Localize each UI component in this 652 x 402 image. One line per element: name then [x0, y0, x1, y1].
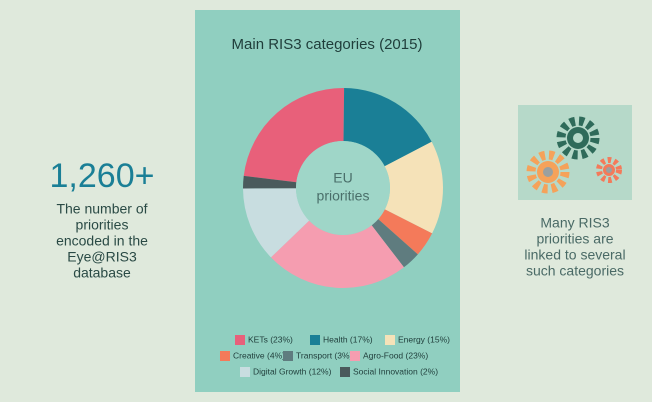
donut-segment: [371, 219, 418, 268]
donut-segment: [270, 220, 404, 289]
gears-icon: [518, 105, 632, 200]
gear-hole: [543, 167, 553, 177]
legend-label: Energy (15%): [398, 334, 450, 344]
legend-label: Social Innovation (2%): [353, 366, 438, 376]
icon-caption: priorities are: [536, 231, 613, 247]
legend-swatch: [350, 351, 360, 361]
donut-segment: [384, 141, 443, 234]
legend-swatch: [340, 367, 350, 377]
legend-swatch: [220, 351, 230, 361]
icon-caption: Many RIS3: [540, 215, 609, 231]
stat-caption: encoded in the: [56, 233, 148, 249]
donut-segment: [343, 88, 432, 167]
icon-caption: such categories: [526, 263, 624, 279]
donut-center: [296, 141, 390, 235]
legend-label: Digital Growth (12%): [253, 366, 332, 376]
donut-segment: [243, 88, 345, 183]
stat-caption: database: [73, 265, 131, 281]
legend-swatch: [240, 367, 250, 377]
icon-caption: linked to several: [524, 247, 625, 263]
legend-label: Transport (3%): [296, 350, 353, 360]
legend-swatch: [310, 335, 320, 345]
legend-label: Health (17%): [323, 334, 373, 344]
gear-hole: [573, 133, 583, 143]
chart-title: Main RIS3 categories (2015): [232, 36, 423, 53]
legend-label: Agro-Food (23%): [363, 350, 428, 360]
center-label: priorities: [317, 188, 370, 204]
legend-label: KETs (23%): [248, 334, 293, 344]
gear: [596, 157, 622, 183]
gear-hole: [606, 167, 612, 173]
stat-caption: Eye@RIS3: [67, 249, 137, 265]
gear: [526, 150, 570, 194]
donut-segment: [243, 188, 310, 258]
stat-caption: The number of: [56, 201, 147, 217]
gear: [556, 116, 600, 160]
donut-segment: [378, 209, 433, 255]
center-label: EU: [333, 170, 352, 186]
legend-swatch: [385, 335, 395, 345]
donut-segment: [242, 175, 297, 189]
stat-caption: priorities: [76, 217, 129, 233]
stat: 1,260+: [50, 157, 155, 195]
legend-swatch: [235, 335, 245, 345]
legend-label: Creative (4%): [233, 350, 285, 360]
legend-swatch: [283, 351, 293, 361]
